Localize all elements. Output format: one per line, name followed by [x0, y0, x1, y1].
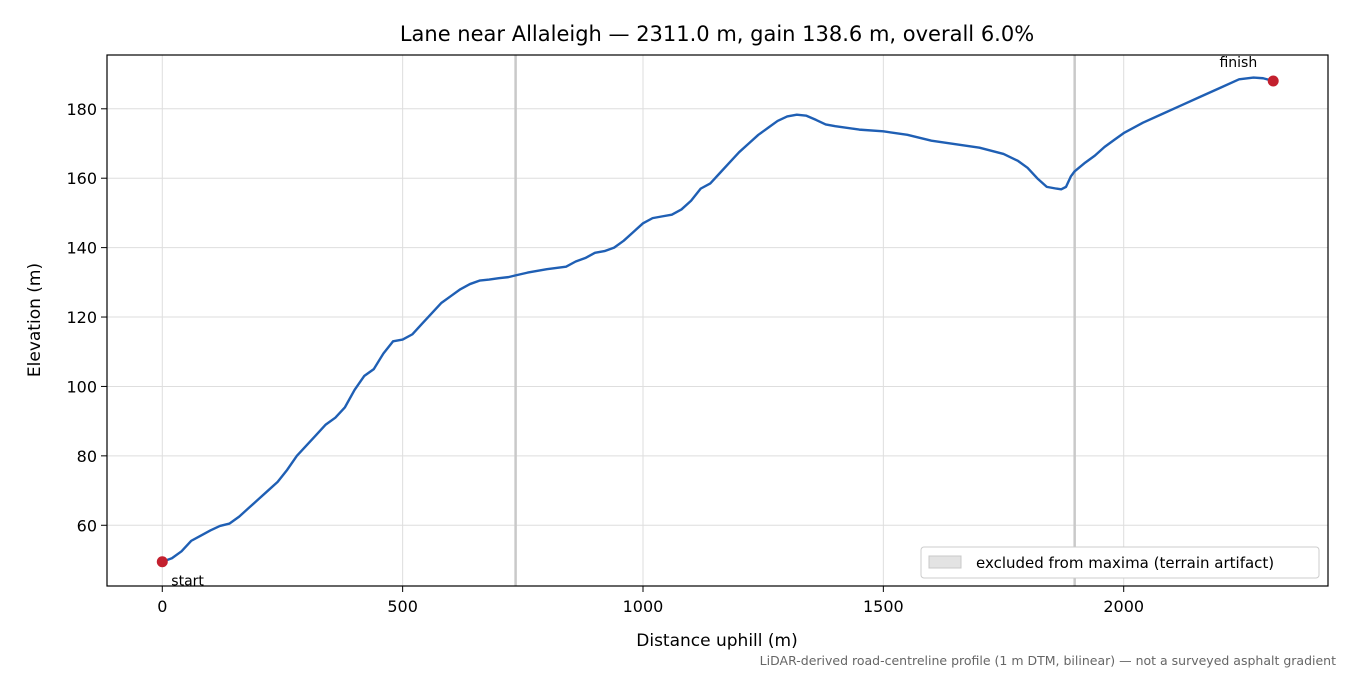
x-tick-label: 1000: [623, 597, 664, 616]
start-point: [156, 556, 168, 568]
legend: excluded from maxima (terrain artifact): [920, 546, 1320, 579]
finish-label: finish: [1219, 55, 1257, 71]
x-tick-label: 2000: [1103, 597, 1144, 616]
x-tick-label: 500: [387, 597, 418, 616]
x-axis-ticks: 0 500 1000 1500 2000: [157, 586, 1144, 616]
series-lines: [161, 76, 1275, 563]
finish-point: [1267, 75, 1279, 87]
y-tick-label: 160: [66, 169, 97, 188]
x-axis-label: Distance uphill (m): [636, 631, 797, 651]
legend-swatch-excluded: [928, 555, 962, 569]
plot-area-frame: [106, 54, 1329, 587]
y-tick-label: 180: [66, 100, 97, 119]
y-tick-label: 140: [66, 239, 97, 258]
grid-lines: [107, 55, 1328, 586]
x-tick-label: 0: [157, 597, 167, 616]
x-tick-label: 1500: [863, 597, 904, 616]
legend-entry-excluded: excluded from maxima (terrain artifact): [976, 554, 1274, 572]
elevation-series-line: [161, 76, 1275, 563]
footnote: LiDAR-derived road-centreline profile (1…: [760, 653, 1336, 668]
y-tick-label: 60: [77, 516, 97, 535]
y-axis-label: Elevation (m): [25, 263, 45, 377]
y-axis-ticks: 60 80 100 120 140 160 180: [66, 100, 107, 535]
excluded-markers: [514, 55, 1076, 586]
y-tick-label: 120: [66, 308, 97, 327]
y-tick-label: 80: [77, 447, 97, 466]
legend-box: [920, 546, 1320, 579]
chart-title: Lane near Allaleigh — 2311.0 m, gain 138…: [400, 22, 1034, 46]
start-label: start: [171, 574, 204, 590]
y-tick-label: 100: [66, 377, 97, 396]
